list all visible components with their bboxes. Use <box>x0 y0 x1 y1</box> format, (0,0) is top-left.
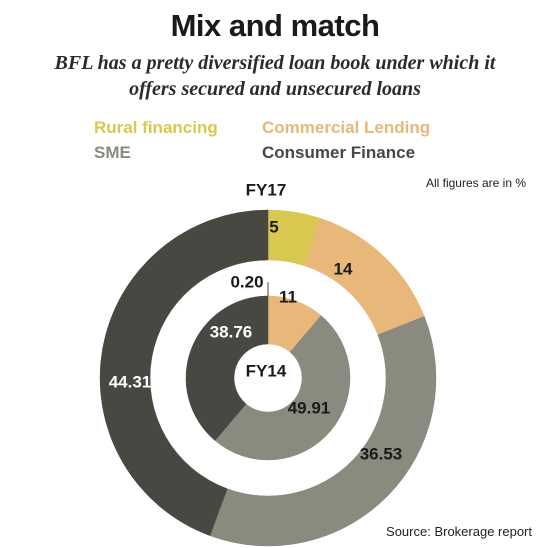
value-label-fy17-commercial-lending: 14 <box>334 259 353 278</box>
slice-fy17-sme <box>209 316 437 547</box>
slice-fy14-consumer-finance <box>185 295 269 441</box>
subtitle-line-2: offers secured and unsecured loans <box>129 78 421 100</box>
chart-title: Mix and match <box>170 8 380 43</box>
legend-consumer-finance: Consumer Finance <box>262 143 416 162</box>
value-label-fy14-commercial-lending: 11 <box>279 287 297 306</box>
subtitle-line-1: BFL has a pretty diversified loan book u… <box>54 52 496 74</box>
legend-sme: SME <box>94 143 131 162</box>
value-label-fy17-sme: 36.53 <box>360 444 403 463</box>
slice-fy14-sme <box>214 315 351 461</box>
source-note: Source: Brokerage report <box>386 524 532 539</box>
legend-rural-financing: Rural financing <box>94 118 218 137</box>
value-label-fy14-sme: 49.91 <box>288 398 331 417</box>
value-label-fy17-rural-financing: 5 <box>269 217 278 236</box>
ring-label-fy14: FY14 <box>246 361 287 380</box>
chart-subtitle: BFL has a pretty diversified loan book u… <box>0 50 550 102</box>
ring-label-fy17: FY17 <box>246 180 287 199</box>
value-label-fy17-consumer-finance: 44.31 <box>109 372 152 391</box>
value-label-fy14-consumer-finance: 38.76 <box>210 322 253 341</box>
legend-commercial-lending: Commercial Lending <box>262 118 431 137</box>
value-label-fy14-rural-financing: 0.20 <box>230 272 263 291</box>
units-note: All figures are in % <box>425 176 526 190</box>
